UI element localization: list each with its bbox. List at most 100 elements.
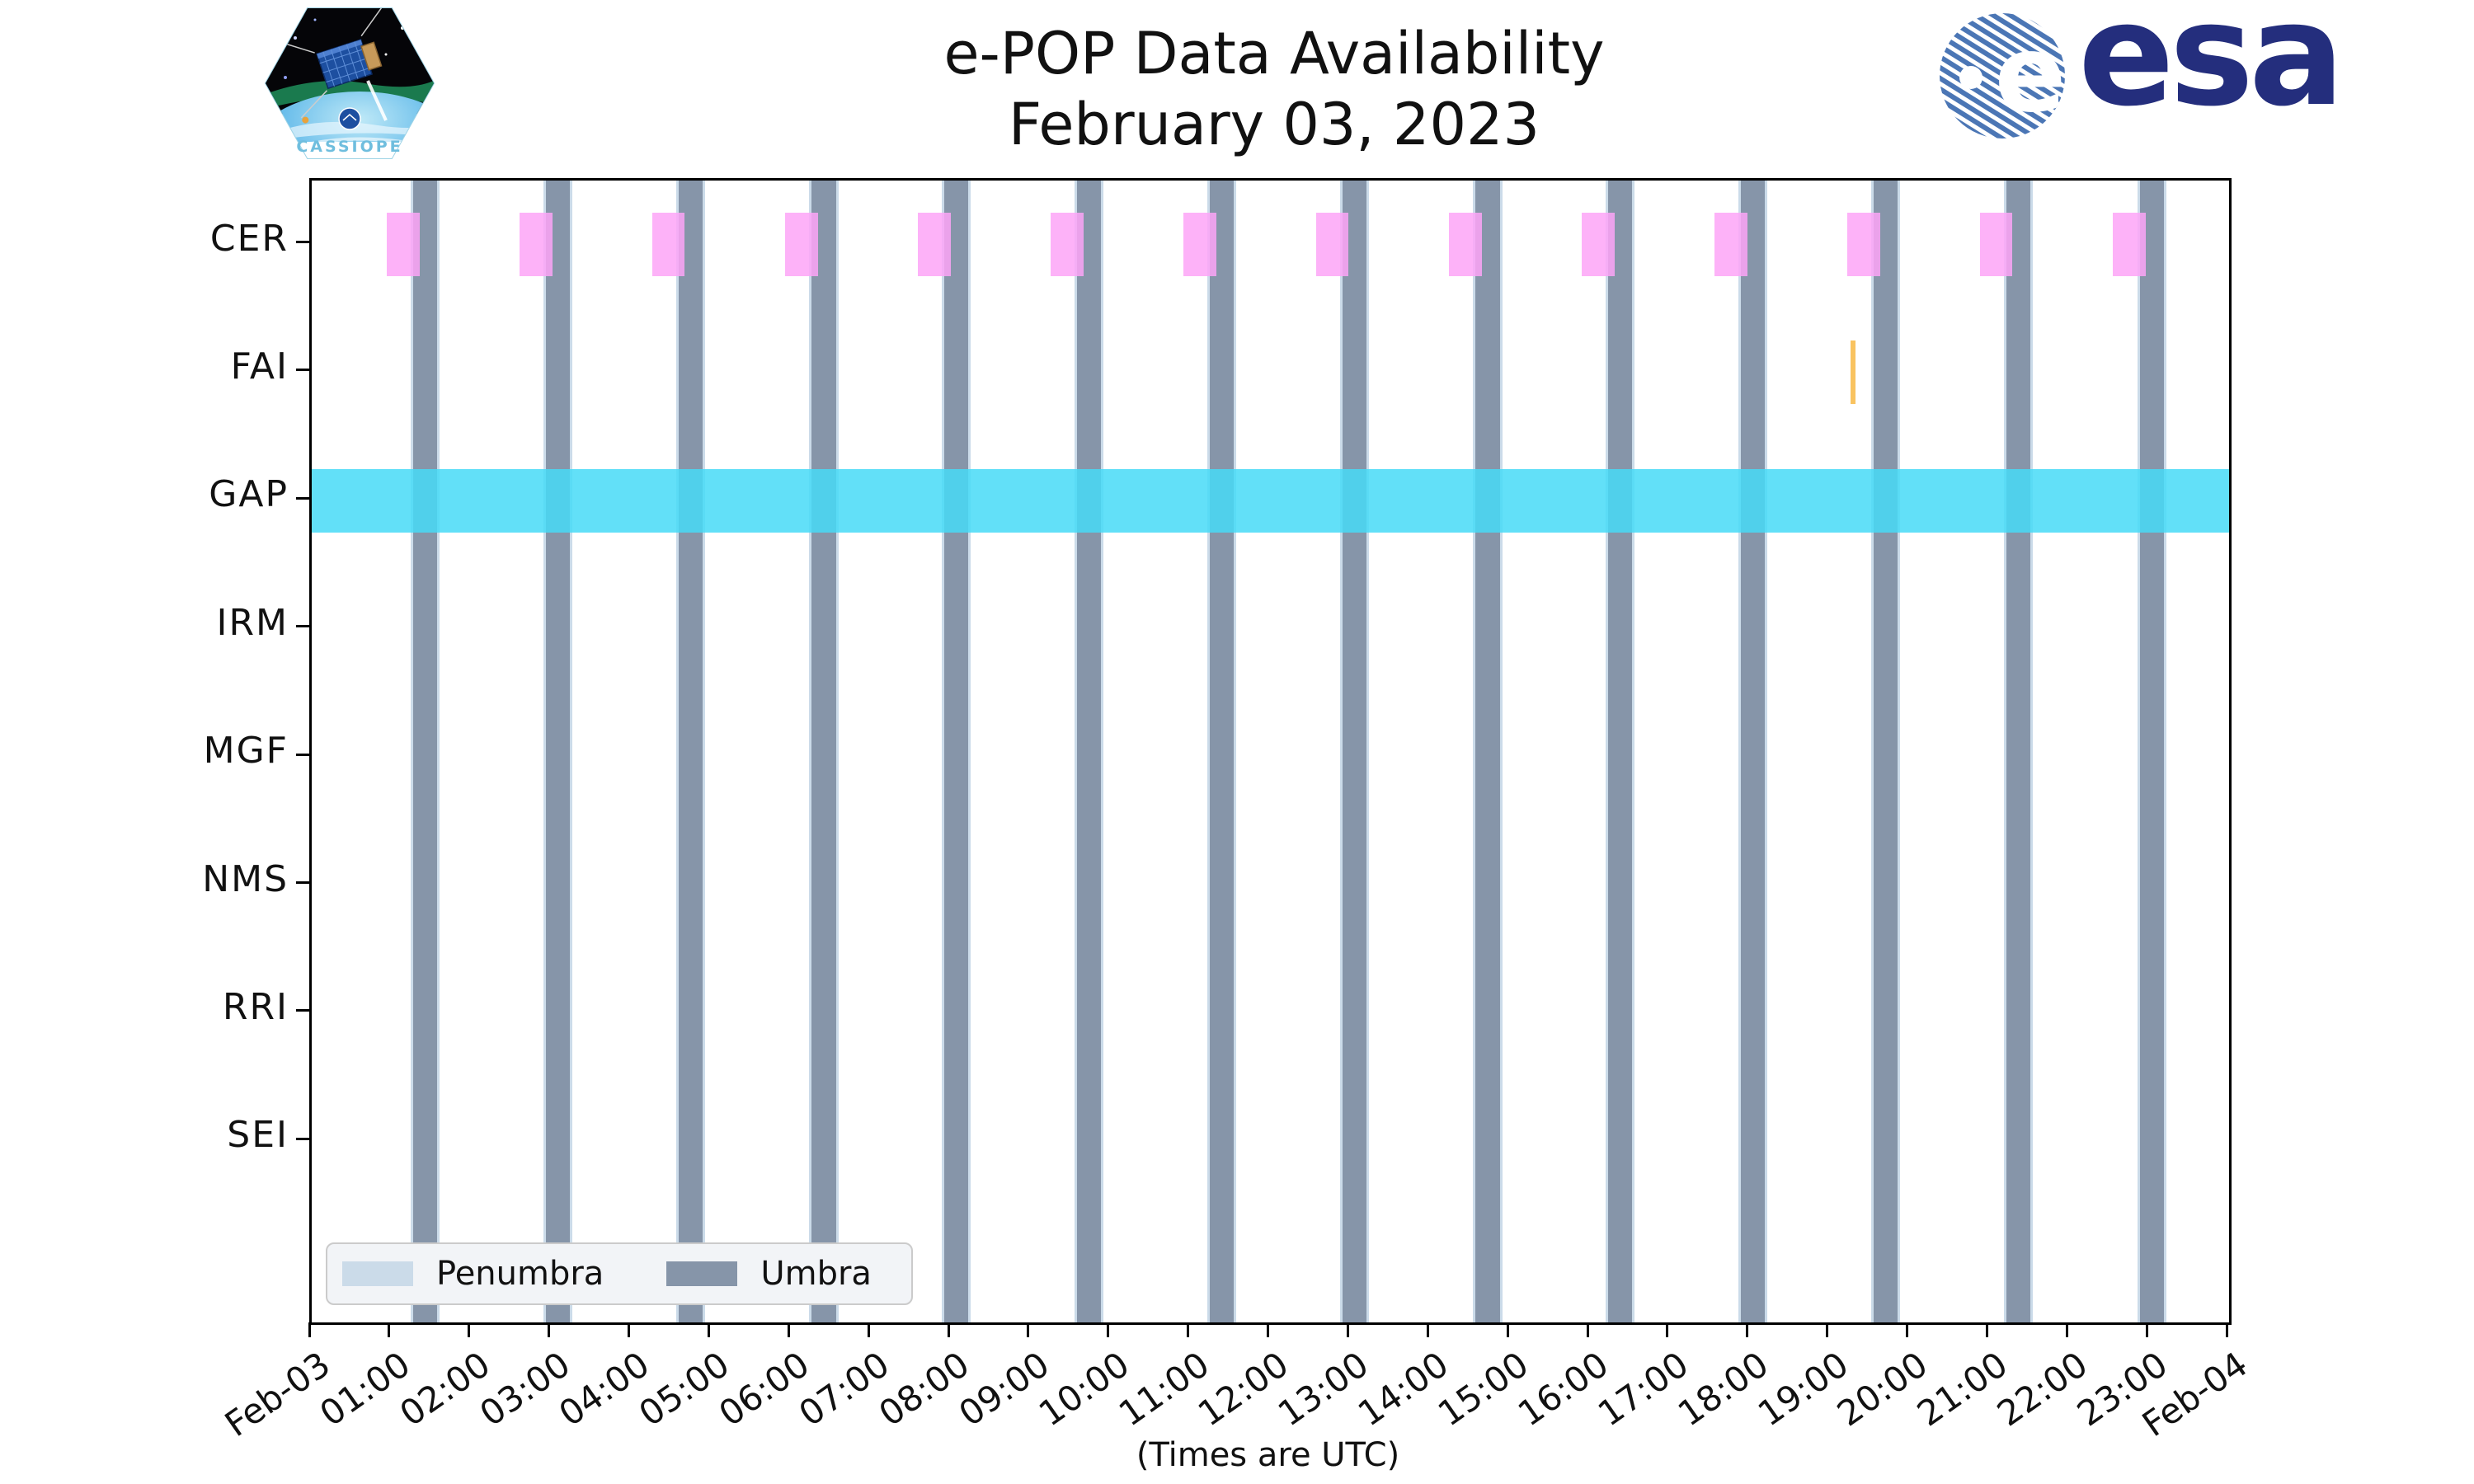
esa-logo: e e esa: [1938, 0, 2466, 142]
umbra-label: Umbra: [760, 1255, 872, 1293]
x-tick-label: 11:00: [1111, 1344, 1216, 1435]
esa-wordmark: esa: [2078, 0, 2345, 138]
cassiope-mission-patch: CASSIOPE: [262, 5, 437, 162]
x-tick-mark: [1906, 1322, 1908, 1337]
x-tick-mark: [1506, 1322, 1509, 1337]
umbra-bar: [1606, 181, 1635, 1322]
chart-title: e-POP Data Availability: [943, 20, 1605, 87]
y-tick-label: CER: [209, 217, 289, 260]
x-tick-mark: [787, 1322, 790, 1337]
x-tick-mark: [2065, 1322, 2068, 1337]
x-tick-mark: [1666, 1322, 1669, 1337]
cer-data-bar: [918, 213, 951, 276]
x-tick-label: 03:00: [472, 1344, 577, 1435]
y-tick-label: MGF: [203, 730, 289, 773]
x-tick-mark: [1107, 1322, 1110, 1337]
cer-data-bar: [1714, 213, 1747, 276]
x-tick-mark: [628, 1322, 630, 1337]
umbra-bar: [2137, 181, 2166, 1322]
x-tick-mark: [1027, 1322, 1030, 1337]
umbra-bar: [942, 181, 971, 1322]
cer-data-bar: [1183, 213, 1216, 276]
x-tick-mark: [1586, 1322, 1589, 1337]
x-tick-label: 13:00: [1271, 1344, 1376, 1435]
x-tick-label: 20:00: [1830, 1344, 1935, 1435]
x-tick-mark: [1187, 1322, 1190, 1337]
cer-data-bar: [1051, 213, 1084, 276]
x-axis-label: (Times are UTC): [1136, 1436, 1400, 1474]
cassiope-patch-graphic: CASSIOPE: [264, 7, 435, 159]
umbra-bar: [1206, 181, 1236, 1322]
x-tick-mark: [2225, 1322, 2228, 1337]
x-tick-mark: [468, 1322, 471, 1337]
x-tick-label: 19:00: [1750, 1344, 1856, 1435]
y-tick-mark: [296, 369, 309, 372]
umbra-bar: [809, 181, 839, 1322]
umbra-bar: [1870, 181, 1900, 1322]
umbra-bar: [1339, 181, 1369, 1322]
cer-data-bar: [387, 213, 420, 276]
chart-subtitle: February 03, 2023: [1008, 91, 1540, 158]
patch-label: CASSIOPE: [296, 138, 402, 156]
x-tick-label: 16:00: [1510, 1344, 1616, 1435]
x-tick-label: 09:00: [951, 1344, 1056, 1435]
umbra-bar: [543, 181, 572, 1322]
y-tick-label: GAP: [209, 473, 289, 516]
y-tick-mark: [296, 1009, 309, 1012]
y-tick-label: FAI: [230, 345, 289, 387]
x-tick-label: 04:00: [552, 1344, 657, 1435]
x-tick-label: 17:00: [1590, 1344, 1696, 1435]
chart-title-block: e-POP Data Availability February 03, 202…: [742, 18, 1806, 160]
patch-beam: [366, 80, 388, 121]
x-tick-mark: [388, 1322, 391, 1337]
plot-area: [309, 178, 2232, 1325]
cer-data-bar: [1448, 213, 1483, 276]
x-tick-mark: [1985, 1322, 1988, 1337]
x-tick-label: 14:00: [1351, 1344, 1456, 1435]
umbra-swatch: [666, 1261, 738, 1286]
patch-badge: [338, 107, 361, 130]
umbra-bar: [411, 181, 440, 1322]
cer-data-bar: [2112, 213, 2147, 276]
y-tick-label: RRI: [222, 985, 289, 1028]
x-tick-label: 12:00: [1191, 1344, 1296, 1435]
x-tick-mark: [1746, 1322, 1749, 1337]
cer-data-bar: [1315, 213, 1349, 276]
legend: Penumbra Umbra: [326, 1242, 913, 1305]
esa-globe-icon: e e: [1940, 13, 2065, 139]
y-tick-label: NMS: [202, 857, 289, 900]
y-tick-mark: [296, 1137, 309, 1140]
umbra-bar: [1075, 181, 1104, 1322]
gap-data-bar: [312, 468, 2229, 533]
x-tick-label: 07:00: [791, 1344, 897, 1435]
umbra-bar: [1738, 181, 1768, 1322]
x-tick-label: 21:00: [1910, 1344, 2015, 1435]
x-tick-label: 02:00: [392, 1344, 497, 1435]
cer-data-bar: [1979, 213, 2013, 276]
y-tick-mark: [296, 241, 309, 243]
y-tick-mark: [296, 881, 309, 884]
x-tick-mark: [2145, 1322, 2148, 1337]
fai-data-bar: [1850, 340, 1856, 405]
x-tick-label: 06:00: [712, 1344, 817, 1435]
x-tick-mark: [1267, 1322, 1269, 1337]
y-tick-mark: [296, 625, 309, 628]
x-tick-label: 05:00: [632, 1344, 737, 1435]
cer-data-bar: [519, 213, 553, 276]
x-tick-mark: [1346, 1322, 1349, 1337]
x-tick-label: 01:00: [312, 1344, 417, 1435]
x-tick-mark: [707, 1322, 710, 1337]
penumbra-label: Penumbra: [436, 1255, 604, 1293]
cer-data-bar: [1582, 213, 1616, 276]
cer-data-bar: [651, 213, 685, 276]
umbra-bar: [2003, 181, 2033, 1322]
x-tick-label: 22:00: [1990, 1344, 2095, 1435]
x-tick-label: 08:00: [871, 1344, 977, 1435]
cer-data-bar: [1846, 213, 1880, 276]
x-tick-mark: [867, 1322, 870, 1337]
y-tick-label: SEI: [227, 1114, 289, 1157]
cer-data-bar: [784, 213, 819, 276]
x-tick-label: 10:00: [1031, 1344, 1136, 1435]
penumbra-swatch: [342, 1261, 413, 1286]
